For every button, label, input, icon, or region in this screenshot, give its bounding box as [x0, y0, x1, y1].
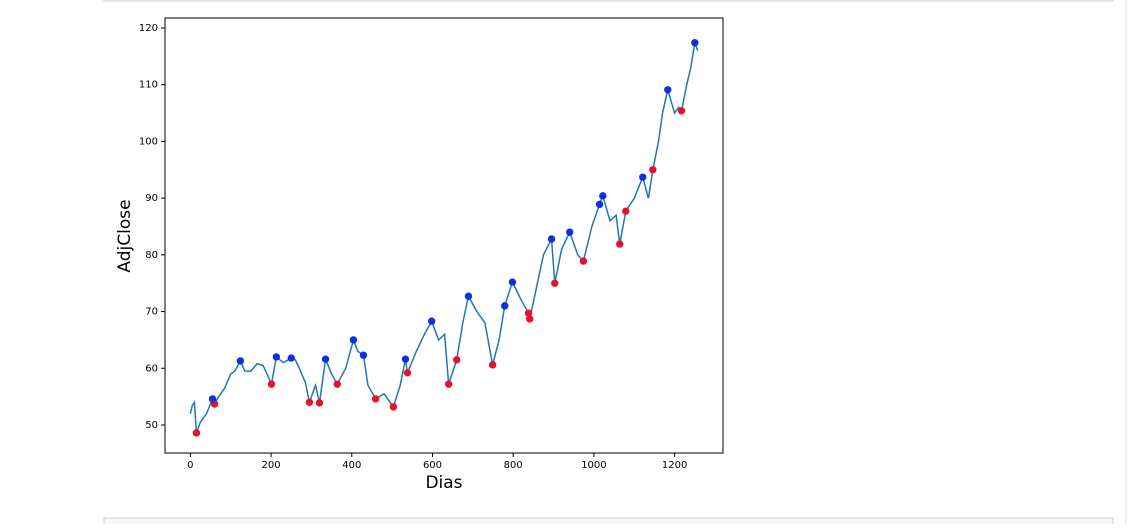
extremum-point: [599, 192, 607, 200]
y-tick-label: 120: [139, 23, 158, 34]
extremum-point: [333, 380, 341, 388]
extremum-point: [267, 380, 276, 388]
extremum-point: [401, 355, 410, 363]
y-tick-label: 70: [145, 307, 158, 318]
plot-area: 0 200 400 600 800 1000 1200 50 60 70 80 90 100 110 120: [139, 23, 699, 471]
extremum-point: [272, 353, 281, 361]
extremum-point: [616, 240, 624, 248]
extremum-point: [501, 302, 509, 310]
y-tick-label: 90: [145, 193, 158, 204]
x-tick-label: 1200: [662, 460, 687, 471]
extremum-point: [508, 278, 517, 286]
x-tick-label: 200: [262, 460, 281, 471]
extremum-point: [321, 355, 330, 363]
x-tick-label: 600: [423, 460, 442, 471]
price-line: [189, 42, 699, 434]
x-tick-label: 1000: [581, 460, 606, 471]
extremum-point: [403, 369, 412, 377]
y-axis-label: AdjClose: [115, 199, 135, 272]
extremum-point: [305, 398, 314, 406]
extremum-point: [691, 39, 699, 47]
extremum-point: [551, 279, 559, 287]
extremum-point: [236, 357, 245, 365]
extremum-point: [622, 207, 630, 215]
extremum-point: [566, 228, 574, 236]
y-tick-label: 50: [145, 420, 158, 431]
cell-border-bottom: [103, 517, 1114, 528]
extremum-point: [639, 173, 647, 181]
extremum-point: [579, 257, 588, 265]
extremum-point: [287, 354, 295, 362]
extremum-point: [349, 336, 358, 344]
y-tick-label: 60: [145, 363, 158, 374]
extremum-point: [371, 395, 380, 403]
extremum-point: [488, 361, 497, 369]
extremum-point: [389, 403, 398, 411]
extremum-point: [208, 395, 217, 403]
extremum-point: [359, 351, 368, 359]
extremum-point: [315, 399, 324, 407]
extremum-point: [453, 356, 461, 364]
x-tick-label: 400: [342, 460, 361, 471]
extremum-point: [192, 429, 201, 437]
extremum-point: [464, 292, 473, 300]
y-tick-label: 80: [145, 250, 158, 261]
extremum-point: [677, 107, 686, 115]
extremum-point: [526, 315, 534, 323]
axes-frame: [164, 17, 724, 454]
extremum-point: [427, 317, 436, 325]
cell-border-top: [103, 0, 1114, 2]
x-tick-label: 800: [504, 460, 523, 471]
extremum-point: [649, 166, 657, 174]
extremum-point: [547, 235, 556, 243]
x-axis-label: Dias: [425, 473, 462, 493]
extremum-point: [595, 200, 604, 209]
extremum-point: [444, 380, 453, 388]
y-tick-label: 110: [139, 80, 158, 91]
extremum-point: [664, 86, 672, 94]
y-tick-label: 100: [139, 136, 158, 147]
x-tick-label: 0: [187, 460, 193, 471]
